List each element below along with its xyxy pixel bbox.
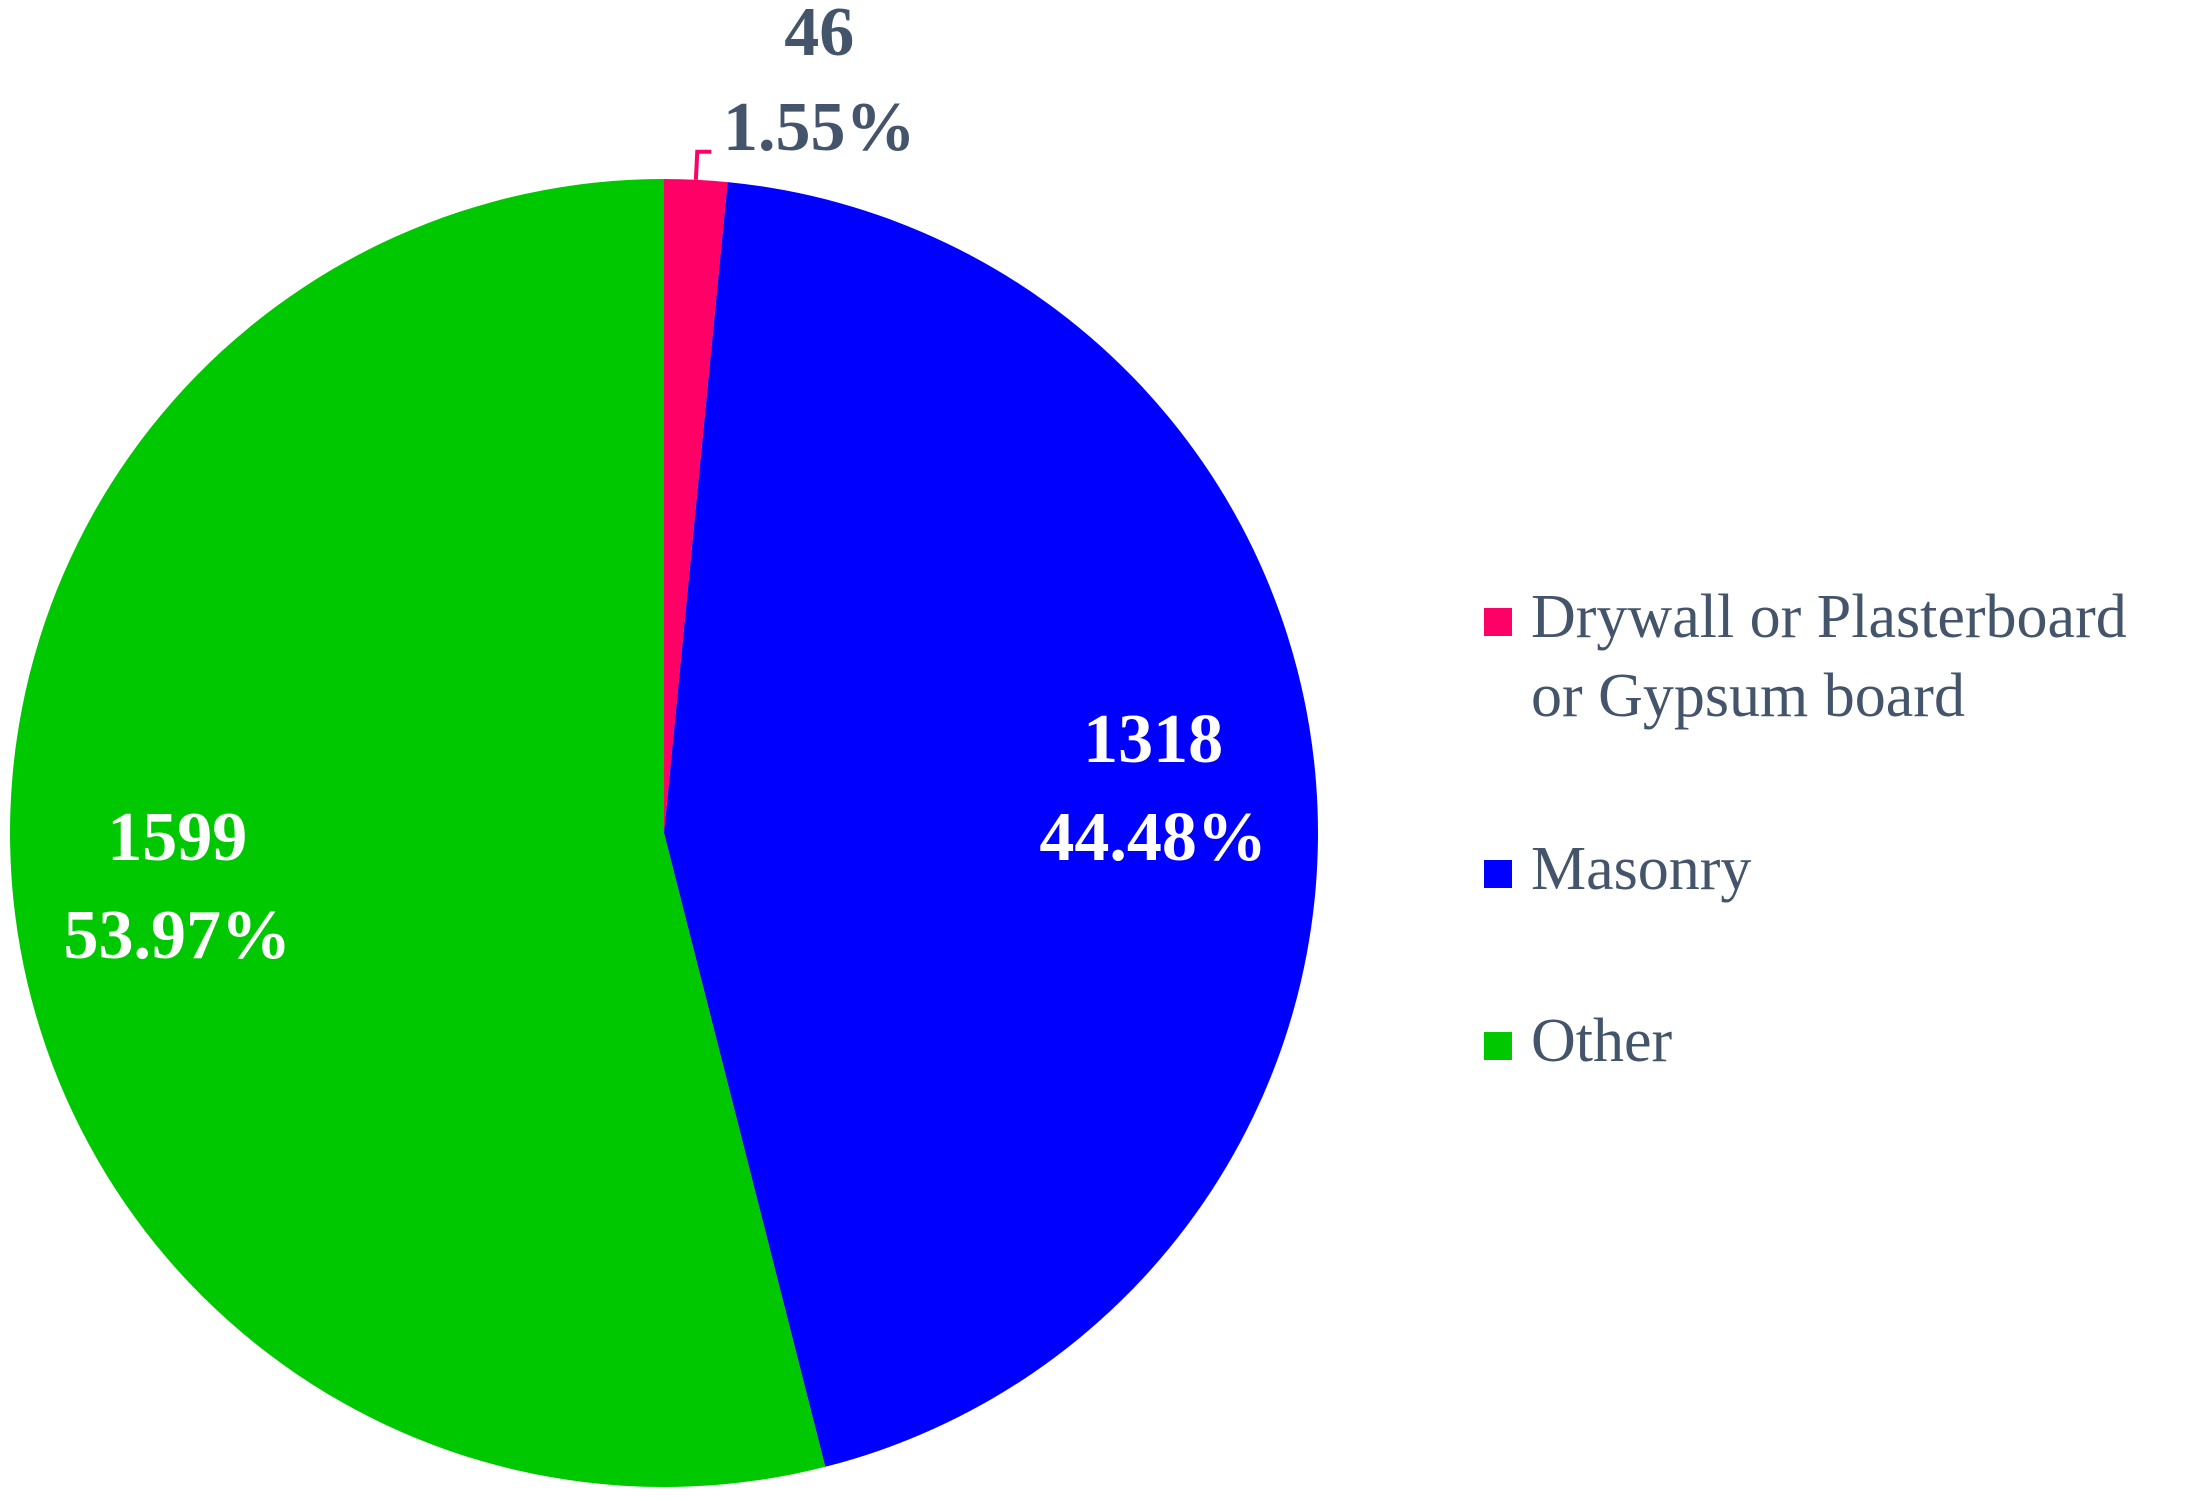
pie-slice — [664, 179, 728, 833]
leader-line — [693, 149, 712, 180]
data-label-percent: 44.48% — [1039, 799, 1267, 876]
legend-label: Masonry — [1531, 835, 1751, 903]
data-label-percent: 53.97% — [64, 897, 292, 974]
data-label: 46 — [784, 0, 854, 71]
pie-slice — [10, 178, 826, 1487]
legend-swatch — [1484, 608, 1512, 636]
data-label-percent: 1.55% — [723, 89, 916, 166]
pie-slice — [664, 182, 1319, 1467]
data-label: 1318 — [1083, 701, 1223, 778]
legend-swatch — [1484, 1032, 1512, 1060]
legend-swatch — [1484, 860, 1512, 888]
legend-label: Drywall or Plasterboard or Gypsum board — [1531, 583, 2127, 730]
legend-label: Other — [1531, 1007, 1673, 1075]
data-label: 1599 — [107, 799, 247, 876]
